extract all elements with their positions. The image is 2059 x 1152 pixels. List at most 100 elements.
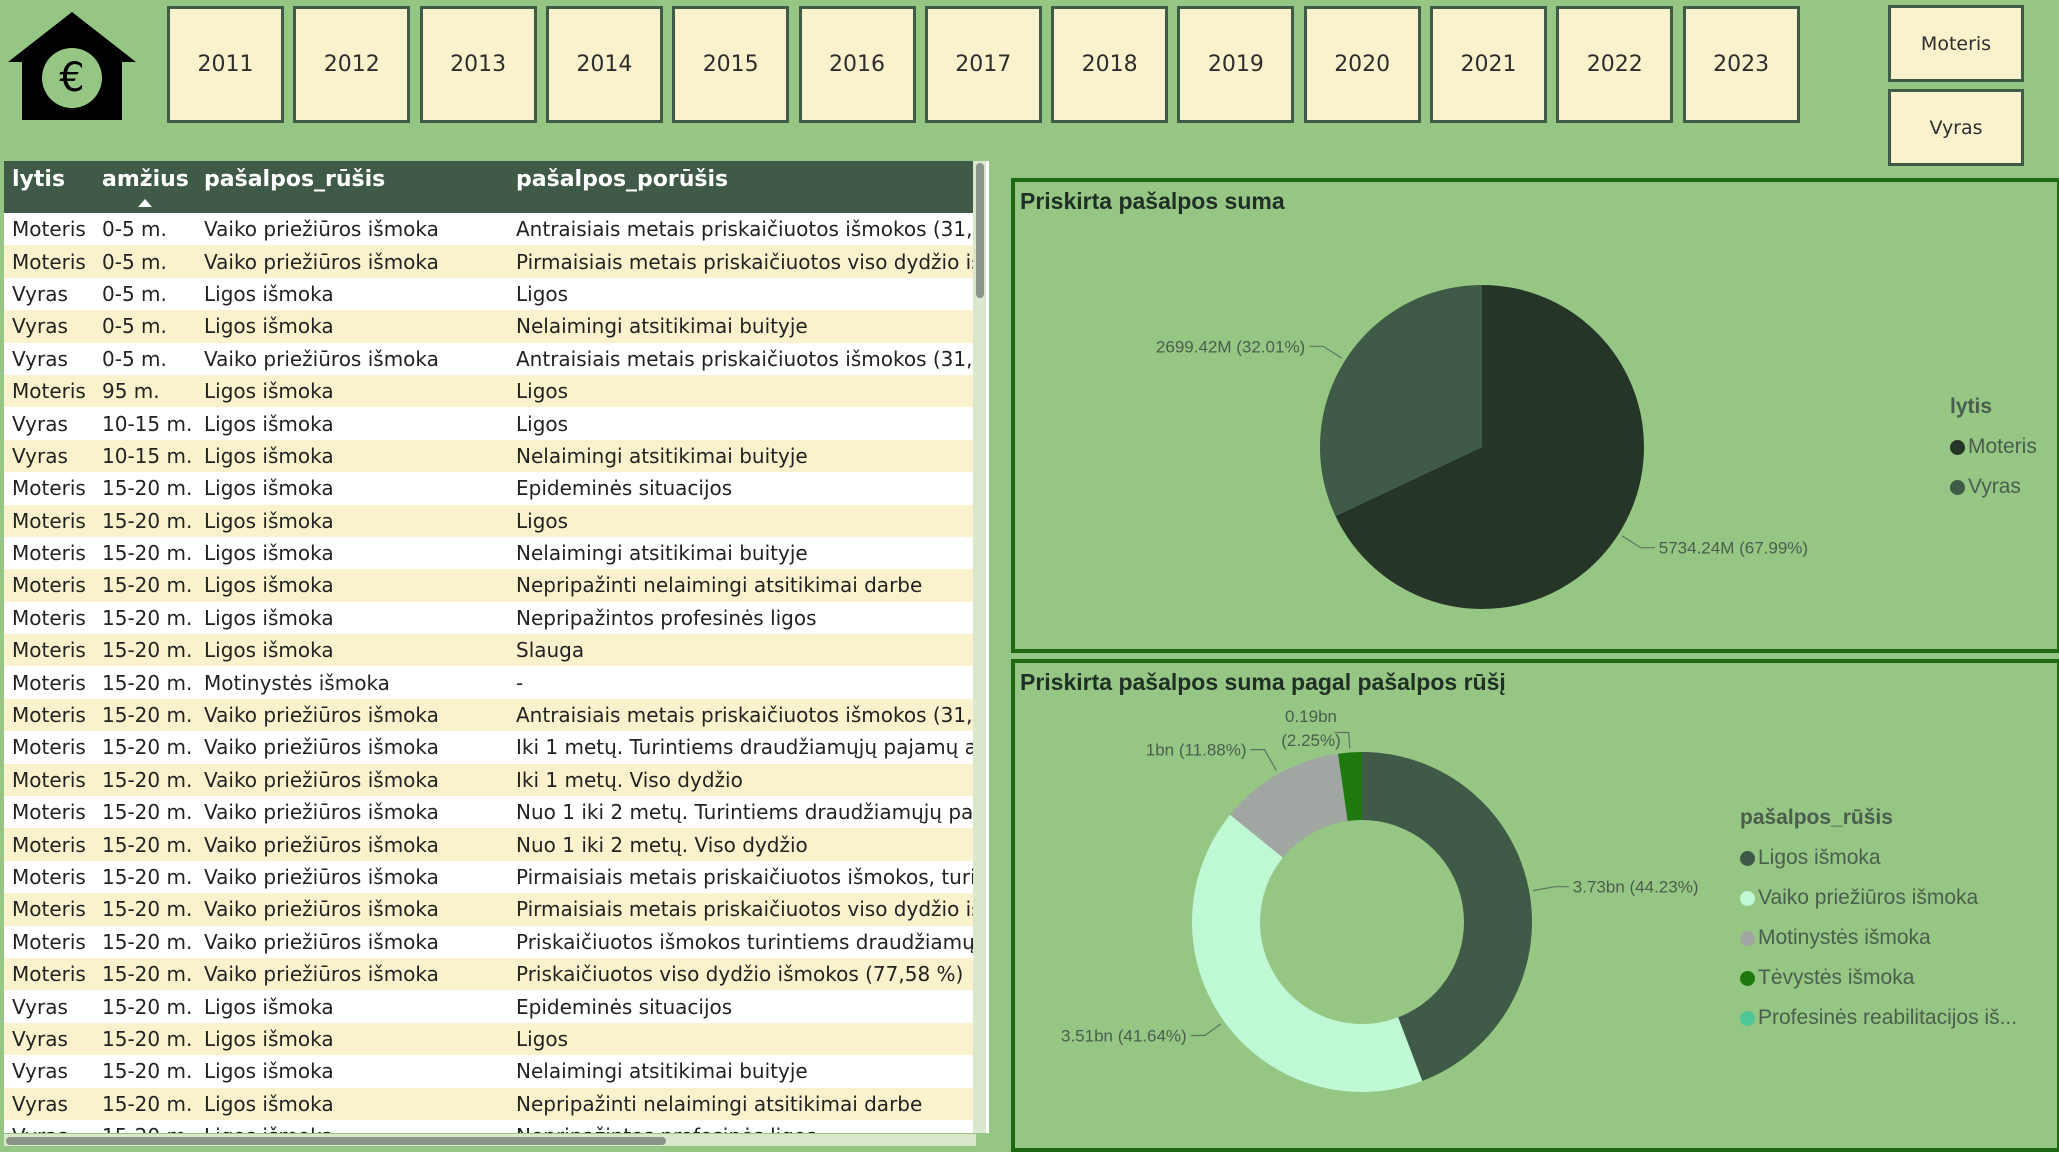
legend-label: Vaiko priežiūros išmoka <box>1758 886 1979 909</box>
year-button-2022[interactable]: 2022 <box>1556 6 1674 123</box>
table-cell: Ligos išmoka <box>196 310 508 343</box>
legend-item[interactable]: Tėvystės išmoka <box>1740 958 2017 998</box>
table-cell: Vaiko priežiūros išmoka <box>196 342 508 375</box>
year-button-2018[interactable]: 2018 <box>1051 6 1169 123</box>
donut-chart[interactable]: 3.73bn (44.23%) 3.51bn (41.64%) 1bn (11.88… <box>1015 663 2057 1148</box>
table-row[interactable]: Moteris 15-20 m. Motinystės išmoka - <box>4 666 975 699</box>
table-cell: Ligos <box>508 407 975 440</box>
table-row[interactable]: Moteris 15-20 m. Vaiko priežiūros išmoka Ik… <box>4 731 975 764</box>
legend-item[interactable]: Vaiko priežiūros išmoka <box>1740 878 2017 918</box>
table-row[interactable]: Vyras 0-5 m. Ligos išmoka Nelaimingi atsiti… <box>4 310 975 343</box>
year-button-2011[interactable]: 2011 <box>167 6 284 123</box>
table-row[interactable]: Vyras 15-20 m. Ligos išmoka Nelaimingi atsi… <box>4 1055 975 1088</box>
year-button-2014[interactable]: 2014 <box>545 6 663 123</box>
legend-item[interactable]: Motinystės išmoka <box>1740 918 2017 958</box>
slice-moteris[interactable] <box>1335 285 1644 609</box>
table-cell: Ligos išmoka <box>196 277 508 311</box>
gender-button-moteris[interactable]: Moteris <box>1888 5 2024 82</box>
year-button-2021[interactable]: 2021 <box>1430 6 1547 123</box>
gender-button-vyras[interactable]: Vyras <box>1888 89 2024 166</box>
legend-dot-icon <box>1740 890 1755 906</box>
table-row[interactable]: Vyras 10-15 m. Ligos išmoka Ligos <box>4 407 975 440</box>
data-label: 5734.24M (67.99%) <box>1659 539 1808 558</box>
table-row[interactable]: Moteris 0-5 m. Vaiko priežiūros išmoka Pirm… <box>4 245 975 278</box>
table-row[interactable]: Moteris 15-20 m. Vaiko priežiūros išmoka Nu… <box>4 796 975 829</box>
year-button-2012[interactable]: 2012 <box>293 6 411 123</box>
table-cell: 15-20 m. <box>94 504 196 537</box>
table-cell: Vyras <box>4 407 94 440</box>
table-cell: Nepripažinti nelaimingi atsitikimai darb… <box>508 1087 975 1120</box>
table-row[interactable]: Moteris 15-20 m. Vaiko priežiūros išmoka An… <box>4 698 975 732</box>
legend-item[interactable]: Profesinės reabilitacijos iš... <box>1740 998 2017 1038</box>
legend-label: Tėvystės išmoka <box>1758 966 1915 989</box>
table-header-row: lytis amžius pašalpos_rūšis pašalpos_por… <box>4 161 975 213</box>
slice-vaiko-priežiūros-išmoka[interactable] <box>1192 814 1423 1092</box>
legend-title: lytis <box>1950 395 1993 418</box>
year-button-2019[interactable]: 2019 <box>1177 6 1295 123</box>
horizontal-scrollbar-thumb[interactable] <box>6 1137 666 1145</box>
slice-motinystės-išmoka[interactable] <box>1230 753 1348 858</box>
slice-vyras[interactable] <box>1320 285 1482 517</box>
leader-line <box>1533 886 1569 892</box>
table-cell: Moteris <box>4 893 94 926</box>
table-cell: 0-5 m. <box>94 277 196 311</box>
legend-dot-icon <box>1950 479 1965 495</box>
table-cell: Ligos išmoka <box>196 1022 508 1056</box>
legend-item[interactable]: Vyras <box>1950 467 2037 507</box>
legend-dot-icon <box>1740 970 1755 986</box>
table-row[interactable]: Vyras 10-15 m. Ligos išmoka Nelaimingi atsi… <box>4 439 975 473</box>
column-header-pasalpos-rusis[interactable]: pašalpos_rūšis <box>196 161 508 213</box>
pie-chart-panel[interactable]: Priskirta pašalpos suma 5734.24M (67.99%… <box>1011 178 2059 653</box>
vertical-scrollbar[interactable] <box>973 161 986 1133</box>
column-header-lytis[interactable]: lytis <box>4 161 94 213</box>
table-row[interactable]: Moteris 15-20 m. Vaiko priežiūros išmoka Pi… <box>4 893 975 926</box>
table-row[interactable]: Moteris 15-20 m. Vaiko priežiūros išmoka Pi… <box>4 860 975 894</box>
slice-ligos-išmoka[interactable] <box>1362 752 1532 1081</box>
table-cell: 15-20 m. <box>94 1087 196 1120</box>
table-cell: 95 m. <box>94 374 196 408</box>
table-row[interactable]: Moteris 15-20 m. Vaiko priežiūros išmoka Pr… <box>4 957 975 991</box>
year-button-2020[interactable]: 2020 <box>1303 6 1421 123</box>
year-button-2017[interactable]: 2017 <box>924 6 1042 123</box>
year-button-2016[interactable]: 2016 <box>798 6 916 123</box>
table-row[interactable]: Moteris 95 m. Ligos išmoka Ligos <box>4 374 975 408</box>
slice-tėvystės-išmoka[interactable] <box>1338 752 1362 822</box>
table-row[interactable]: Moteris 15-20 m. Ligos išmoka Nepripažinti … <box>4 569 975 602</box>
year-button-2015[interactable]: 2015 <box>672 6 790 123</box>
year-button-2013[interactable]: 2013 <box>419 6 537 123</box>
table-row[interactable]: Moteris 15-20 m. Ligos išmoka Ligos <box>4 504 975 537</box>
table-row[interactable]: Moteris 15-20 m. Vaiko priežiūros išmoka Pr… <box>4 925 975 958</box>
column-header-amzius[interactable]: amžius <box>94 161 196 213</box>
legend-item[interactable]: Moteris <box>1950 427 2037 467</box>
table-cell: Vyras <box>4 1055 94 1088</box>
table-row[interactable]: Moteris 15-20 m. Vaiko priežiūros išmoka Nu… <box>4 828 975 861</box>
table-row[interactable]: Vyras 0-5 m. Vaiko priežiūros išmoka Antrai… <box>4 342 975 375</box>
table-row[interactable]: Moteris 15-20 m. Ligos išmoka Epideminės si… <box>4 472 975 505</box>
legend-item[interactable]: Ligos išmoka <box>1740 838 2017 878</box>
donut-chart-panel[interactable]: Priskirta pašalpos suma pagal pašalpos r… <box>1011 659 2059 1152</box>
table-cell: Moteris <box>4 504 94 537</box>
year-button-2023[interactable]: 2023 <box>1682 6 1800 123</box>
legend-dot-icon <box>1740 1010 1755 1026</box>
table-row[interactable]: Moteris 0-5 m. Vaiko priežiūros išmoka Antr… <box>4 213 975 246</box>
legend-lytis: lytis Moteris Vyras <box>1950 395 2037 507</box>
data-label: 0.19bn <box>1285 707 1337 726</box>
table-row[interactable]: Vyras 15-20 m. Ligos išmoka Epideminės situ… <box>4 990 975 1023</box>
table-cell: Epideminės situacijos <box>508 472 975 505</box>
table-row[interactable]: Moteris 15-20 m. Ligos išmoka Slauga <box>4 634 975 667</box>
table-row[interactable]: Moteris 15-20 m. Ligos išmoka Nepripažintos… <box>4 601 975 635</box>
table-row[interactable]: Moteris 15-20 m. Ligos išmoka Nelaimingi at… <box>4 536 975 570</box>
vertical-scrollbar-thumb[interactable] <box>976 163 984 298</box>
table-row[interactable]: Vyras 15-20 m. Ligos išmoka Nepripažinti ne… <box>4 1087 975 1120</box>
benefits-table[interactable]: lytis amžius pašalpos_rūšis pašalpos_por… <box>4 161 989 1133</box>
table-row[interactable]: Vyras 15-20 m. Ligos išmoka Ligos <box>4 1022 975 1056</box>
pie-chart[interactable]: 5734.24M (67.99%) 2699.42M (32.01%) <box>1015 182 2057 649</box>
table-cell: Nelaimingi atsitikimai buityje <box>508 439 975 473</box>
table-row[interactable]: Vyras 0-5 m. Ligos išmoka Ligos <box>4 277 975 311</box>
column-header-pasalpos-porusis[interactable]: pašalpos_porūšis <box>508 161 975 213</box>
table-cell: Vyras <box>4 1087 94 1120</box>
table-cell: Antraisiais metais priskaičiuotos išmoko… <box>508 698 975 732</box>
table-row[interactable]: Moteris 15-20 m. Vaiko priežiūros išmoka Ik… <box>4 763 975 797</box>
column-header-label: amžius <box>102 167 189 192</box>
